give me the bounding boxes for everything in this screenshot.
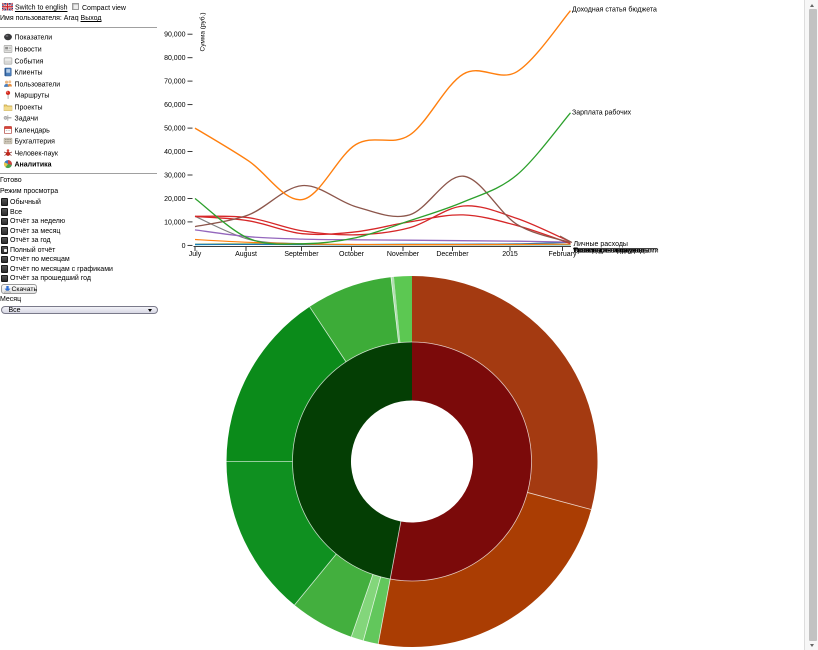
svg-text:Транспортные расходы: Транспортные расходы xyxy=(574,248,650,255)
svg-text:10,000: 10,000 xyxy=(164,219,186,226)
svg-text:50,000: 50,000 xyxy=(164,126,186,133)
svg-text:Бензин для машины: Бензин для машины xyxy=(574,248,640,255)
svg-text:November: November xyxy=(387,251,420,258)
svg-text:Личные расходы: Личные расходы xyxy=(574,241,628,248)
svg-text:Сумма (руб.): Сумма (руб.) xyxy=(199,13,207,52)
svg-text:20,000: 20,000 xyxy=(164,196,186,203)
svg-text:0: 0 xyxy=(182,243,186,250)
svg-text:July: July xyxy=(189,251,202,258)
svg-text:60,000: 60,000 xyxy=(164,102,186,109)
svg-text:70,000: 70,000 xyxy=(164,79,186,86)
svg-text:October: October xyxy=(339,251,365,258)
svg-text:December: December xyxy=(436,251,469,258)
svg-text:Зарплата рабочих: Зарплата рабочих xyxy=(572,109,632,117)
svg-text:February: February xyxy=(548,251,577,258)
svg-text:September: September xyxy=(284,251,319,258)
svg-text:Остальное с праздниками: Остальное с праздниками xyxy=(574,248,659,255)
svg-text:80,000: 80,000 xyxy=(164,55,186,62)
svg-text:Расходы на продукты: Расходы на продукты xyxy=(574,248,644,255)
svg-text:Доходная статья бюджета: Доходная статья бюджета xyxy=(572,6,657,14)
svg-text:2015: 2015 xyxy=(502,251,518,258)
svg-text:40,000: 40,000 xyxy=(164,149,186,156)
svg-text:90,000: 90,000 xyxy=(164,32,186,39)
svg-text:August: August xyxy=(235,251,257,258)
svg-text:30,000: 30,000 xyxy=(164,172,186,179)
